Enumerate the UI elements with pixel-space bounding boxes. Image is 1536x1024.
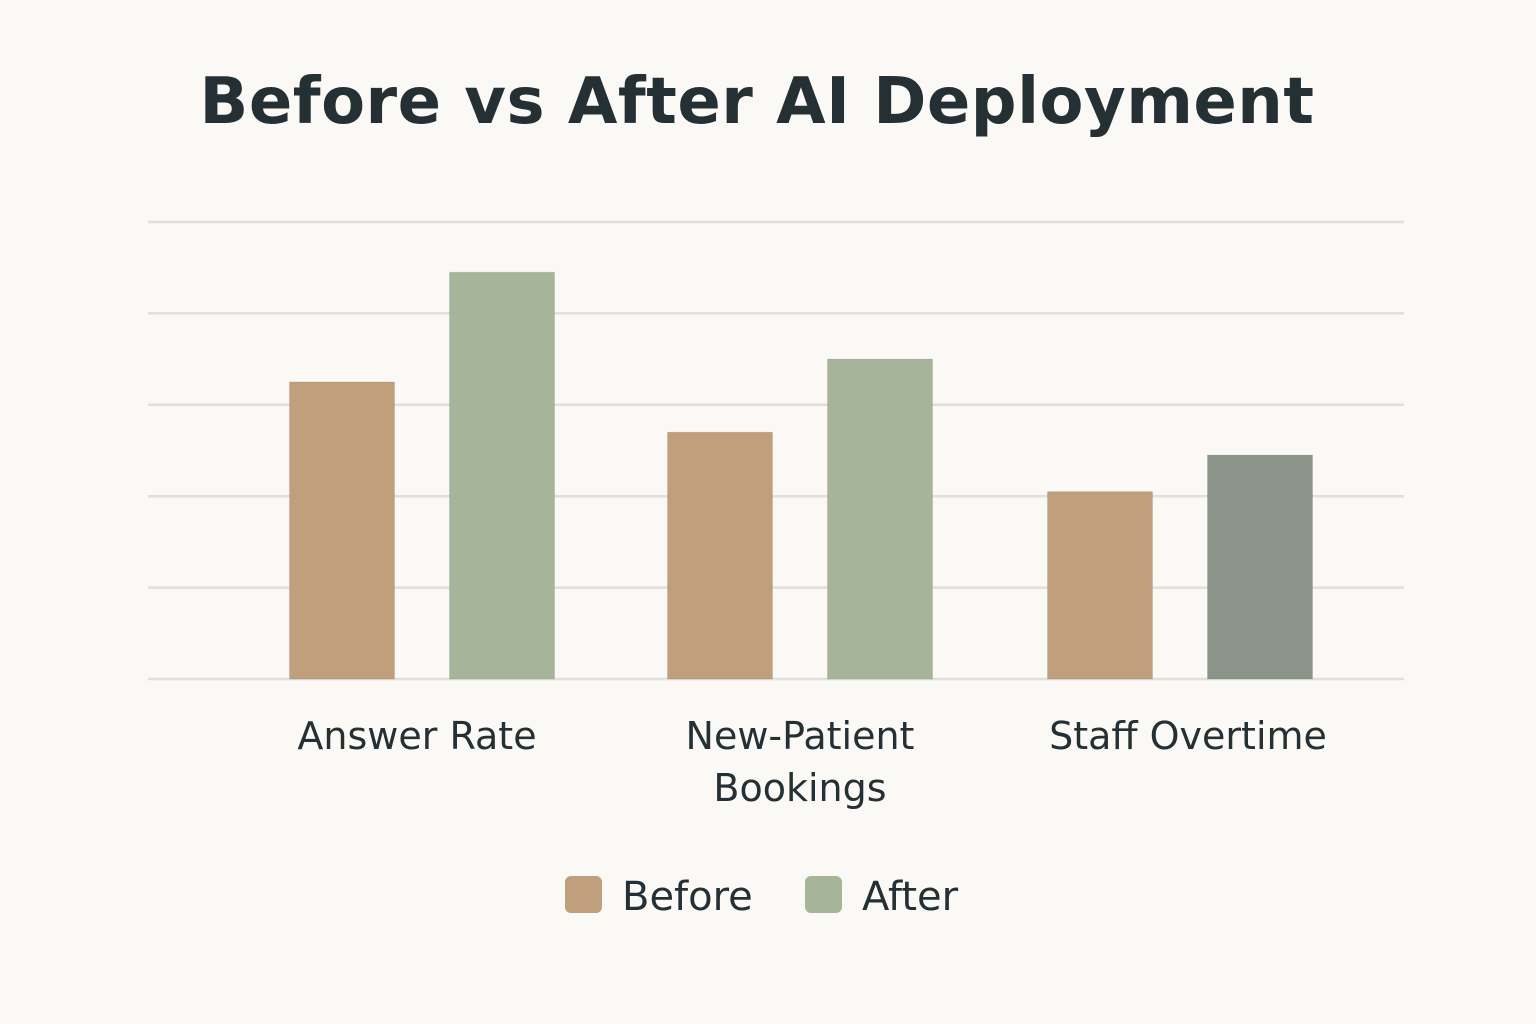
category-label: Staff Overtime xyxy=(1049,714,1327,758)
bar-after-1 xyxy=(827,358,933,680)
bar-before-2 xyxy=(1047,491,1153,680)
bar-before-0 xyxy=(289,381,395,680)
legend-swatch-after xyxy=(805,876,842,913)
bar-after-0 xyxy=(449,271,555,680)
category-label: Answer Rate xyxy=(297,714,536,758)
bar-before-1 xyxy=(667,431,773,680)
legend: Before After xyxy=(565,874,959,920)
legend-swatch-before xyxy=(565,876,602,913)
category-labels: Answer Rate New-Patient Bookings Staff Over… xyxy=(297,714,1327,810)
category-label: New-Patient xyxy=(686,714,915,758)
bar-after-2 xyxy=(1207,454,1313,680)
chart-title: Before vs After AI Deployment xyxy=(199,65,1315,139)
category-label: Bookings xyxy=(713,766,886,810)
bars xyxy=(289,271,1313,680)
legend-label-after: After xyxy=(862,874,959,920)
legend-label-before: Before xyxy=(622,874,753,920)
